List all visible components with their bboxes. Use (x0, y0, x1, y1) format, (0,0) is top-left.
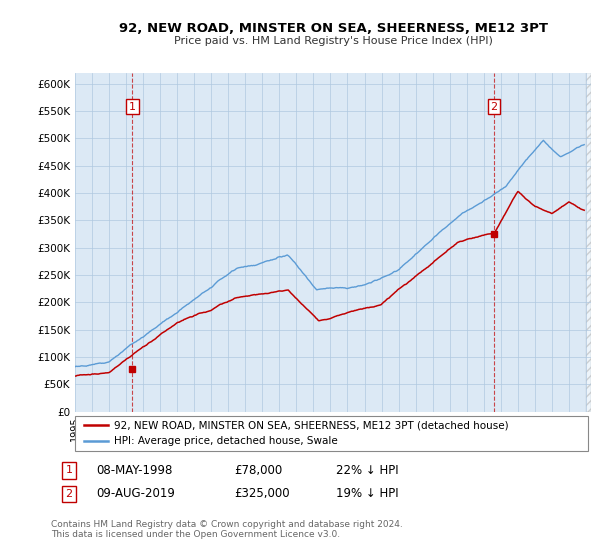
Text: Price paid vs. HM Land Registry's House Price Index (HPI): Price paid vs. HM Land Registry's House … (173, 36, 493, 46)
Text: 1: 1 (129, 102, 136, 111)
Text: 2: 2 (65, 489, 73, 499)
Text: 1: 1 (65, 465, 73, 475)
Text: 09-AUG-2019: 09-AUG-2019 (96, 487, 175, 501)
Text: 92, NEW ROAD, MINSTER ON SEA, SHEERNESS, ME12 3PT: 92, NEW ROAD, MINSTER ON SEA, SHEERNESS,… (119, 22, 548, 35)
Text: £78,000: £78,000 (234, 464, 282, 477)
Bar (586, 73, 591, 412)
Text: HPI: Average price, detached house, Swale: HPI: Average price, detached house, Swal… (114, 436, 338, 446)
Text: Contains HM Land Registry data © Crown copyright and database right 2024.
This d: Contains HM Land Registry data © Crown c… (51, 520, 403, 539)
Text: 92, NEW ROAD, MINSTER ON SEA, SHEERNESS, ME12 3PT (detached house): 92, NEW ROAD, MINSTER ON SEA, SHEERNESS,… (114, 420, 509, 430)
Text: 19% ↓ HPI: 19% ↓ HPI (336, 487, 398, 501)
Text: 22% ↓ HPI: 22% ↓ HPI (336, 464, 398, 477)
Text: 08-MAY-1998: 08-MAY-1998 (96, 464, 172, 477)
Text: £325,000: £325,000 (234, 487, 290, 501)
Bar (586, 73, 591, 412)
Text: 2: 2 (490, 102, 497, 111)
